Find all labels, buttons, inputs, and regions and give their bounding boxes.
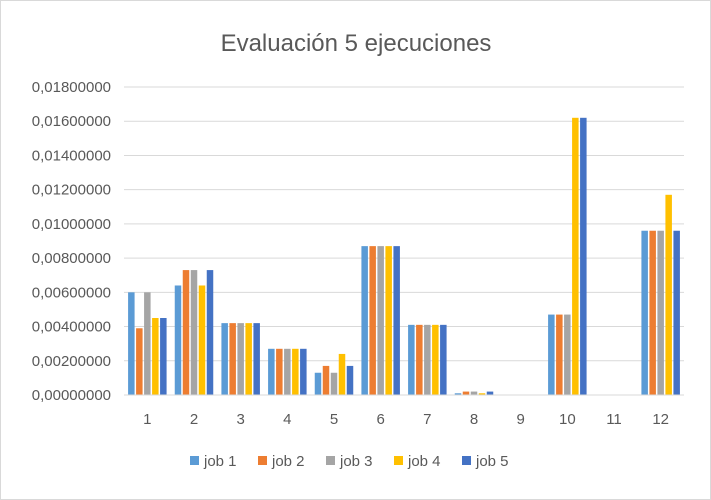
bar-job-1-cat-5 — [314, 372, 322, 395]
bar-job-5-cat-12 — [673, 230, 680, 395]
x-tick-label: 12 — [652, 411, 669, 428]
legend-item: job 4 — [394, 453, 441, 470]
bar-job-1-cat-4 — [268, 348, 275, 395]
y-tick-label: 0,00400000 — [32, 319, 111, 336]
bar-job-3-cat-4 — [284, 348, 291, 395]
bar-job-3-cat-12 — [657, 230, 664, 395]
bar-job-1-cat-6 — [361, 246, 368, 395]
y-tick-label: 0,00000000 — [32, 387, 111, 404]
bar-job-4-cat-1 — [152, 318, 159, 395]
bar-job-4-cat-4 — [292, 348, 299, 395]
bar-job-2-cat-6 — [369, 246, 376, 395]
bar-job-3-cat-1 — [144, 292, 151, 395]
bar-job-2-cat-5 — [322, 365, 330, 395]
x-tick-label: 8 — [470, 411, 478, 428]
bar-job-4-cat-8 — [478, 393, 486, 395]
bar-job-2-cat-12 — [649, 230, 656, 395]
x-tick-label: 2 — [190, 411, 198, 428]
legend-swatch — [258, 456, 267, 465]
bar-job-1-cat-12 — [641, 230, 648, 395]
bar-job-3-cat-7 — [424, 324, 431, 395]
bar-job-2-cat-10 — [556, 314, 563, 395]
bar-job-1-cat-2 — [174, 285, 182, 395]
bar-job-3-cat-8 — [470, 391, 478, 395]
bar-job-3-cat-3 — [237, 323, 244, 395]
x-tick-label: 5 — [330, 411, 338, 428]
gridlines — [124, 86, 684, 362]
legend-label: job 1 — [203, 453, 237, 470]
y-tick-label: 0,01000000 — [32, 216, 111, 233]
bar-job-4-cat-10 — [572, 117, 579, 396]
bar-job-5-cat-6 — [393, 246, 400, 395]
y-tick-label: 0,00600000 — [32, 284, 111, 301]
legend-label: job 3 — [339, 453, 373, 470]
x-tick-label: 11 — [606, 411, 622, 428]
bar-job-3-cat-6 — [377, 246, 384, 395]
bar-job-5-cat-5 — [346, 365, 354, 395]
bar-job-1-cat-1 — [128, 292, 135, 395]
legend-item: job 5 — [462, 453, 509, 470]
bar-job-3-cat-5 — [330, 372, 338, 395]
bar-job-2-cat-4 — [276, 348, 283, 395]
y-tick-label: 0,00800000 — [32, 250, 111, 267]
bar-job-1-cat-10 — [548, 314, 555, 395]
bar-job-5-cat-10 — [580, 117, 587, 396]
bar-job-1-cat-8 — [454, 393, 462, 395]
x-tick-label: 3 — [236, 411, 244, 428]
legend-item: job 3 — [326, 453, 373, 470]
legend-swatch — [326, 456, 335, 465]
bar-job-1-cat-3 — [221, 323, 228, 395]
y-tick-label: 0,01200000 — [32, 182, 111, 199]
x-tick-label: 4 — [283, 411, 291, 428]
legend-label: job 4 — [407, 453, 441, 470]
x-axis: 1 2 3 4 5 6 7 8 9 10 11 12 — [143, 411, 669, 428]
bar-job-3-cat-10 — [564, 314, 571, 395]
x-tick-label: 6 — [376, 411, 384, 428]
y-tick-label: 0,01600000 — [32, 113, 111, 130]
legend-swatch — [190, 456, 199, 465]
bar-job-5-cat-4 — [300, 348, 307, 395]
y-tick-label: 0,01400000 — [32, 147, 111, 164]
bar-job-5-cat-3 — [253, 323, 260, 395]
y-axis: 0,00000000 0,00200000 0,00400000 0,00600000… — [32, 79, 111, 404]
bar-job-5-cat-1 — [160, 318, 167, 395]
chart-title: Evaluación 5 ejecuciones — [221, 30, 492, 57]
bar-job-4-cat-6 — [385, 246, 392, 395]
y-tick-label: 0,01800000 — [32, 79, 111, 96]
x-tick-label: 9 — [516, 411, 524, 428]
legend-item: job 1 — [190, 453, 237, 470]
bar-job-3-cat-2 — [190, 270, 198, 395]
bar-job-5-cat-7 — [440, 324, 447, 395]
legend-swatch — [462, 456, 471, 465]
bar-job-4-cat-3 — [245, 323, 252, 395]
bar-job-2-cat-1 — [136, 328, 143, 395]
bar-job-4-cat-7 — [432, 324, 439, 395]
x-tick-label: 1 — [143, 411, 151, 428]
bar-job-2-cat-3 — [229, 323, 236, 395]
bar-job-5-cat-2 — [206, 270, 214, 395]
legend-swatch — [394, 456, 403, 465]
bar-job-4-cat-5 — [338, 353, 346, 395]
bar-job-1-cat-7 — [408, 324, 415, 395]
bar-job-5-cat-8 — [486, 391, 494, 395]
bar-job-4-cat-12 — [665, 194, 672, 395]
x-tick-label: 7 — [423, 411, 431, 428]
bar-job-2-cat-8 — [462, 391, 470, 395]
legend-label: job 5 — [475, 453, 509, 470]
bar-job-2-cat-7 — [416, 324, 423, 395]
legend-item: job 2 — [258, 453, 305, 470]
y-tick-label: 0,00200000 — [32, 353, 111, 370]
bar-job-2-cat-2 — [182, 270, 190, 395]
legend-label: job 2 — [271, 453, 305, 470]
bars — [128, 117, 680, 396]
bar-job-4-cat-2 — [198, 285, 206, 395]
x-tick-label: 10 — [559, 411, 576, 428]
legend: job 1 job 2 job 3 job 4 job 5 — [190, 453, 509, 470]
